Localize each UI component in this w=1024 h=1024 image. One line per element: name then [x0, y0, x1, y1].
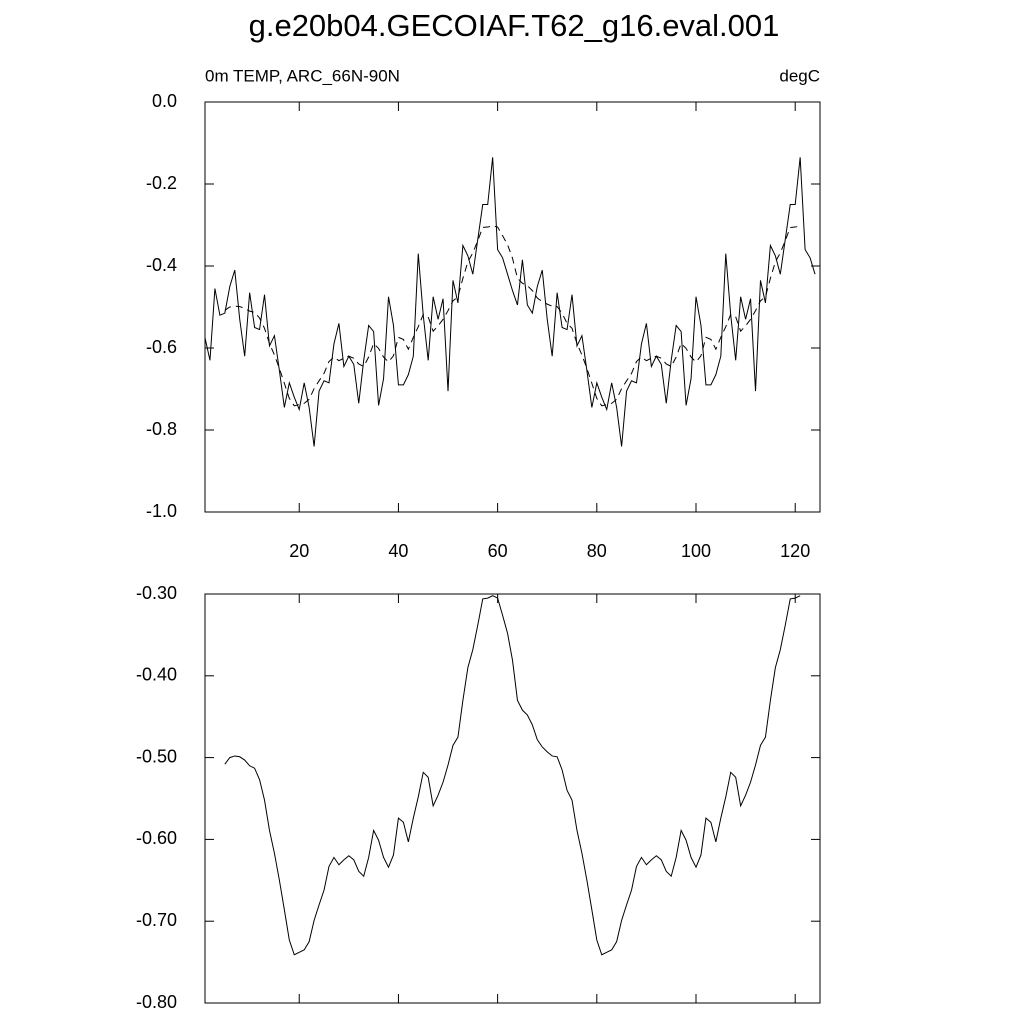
plot-frame	[204, 593, 821, 1004]
x-tick-label: 120	[780, 541, 810, 561]
x-tick-label: 80	[587, 541, 607, 561]
plot-frame	[204, 101, 821, 513]
y-tick-label: -0.60	[136, 828, 177, 848]
y-tick-label: -0.80	[136, 992, 177, 1012]
y-tick-label: 0.0	[152, 91, 177, 111]
x-tick-label: 40	[388, 541, 408, 561]
x-tick-label: 100	[681, 541, 711, 561]
x-tick-label: 20	[289, 541, 309, 561]
y-tick-label: -0.8	[146, 419, 177, 439]
x-tick-label: 60	[488, 541, 508, 561]
chart-title: g.e20b04.GECOIAF.T62_g16.eval.001	[249, 8, 780, 43]
y-tick-label: -0.70	[136, 910, 177, 930]
y-tick-label: -0.6	[146, 337, 177, 357]
subtitle-right: degC	[779, 66, 820, 85]
data-line	[204, 157, 816, 447]
y-tick-label: -0.40	[136, 665, 177, 685]
data-line	[224, 595, 801, 956]
y-tick-label: -1.0	[146, 501, 177, 521]
subtitle-left: 0m TEMP, ARC_66N-90N	[205, 66, 400, 85]
y-tick-label: -0.50	[136, 746, 177, 766]
data-line	[224, 225, 801, 407]
y-tick-label: -0.4	[146, 255, 177, 275]
y-tick-label: -0.30	[136, 583, 177, 603]
y-tick-label: -0.2	[146, 173, 177, 193]
